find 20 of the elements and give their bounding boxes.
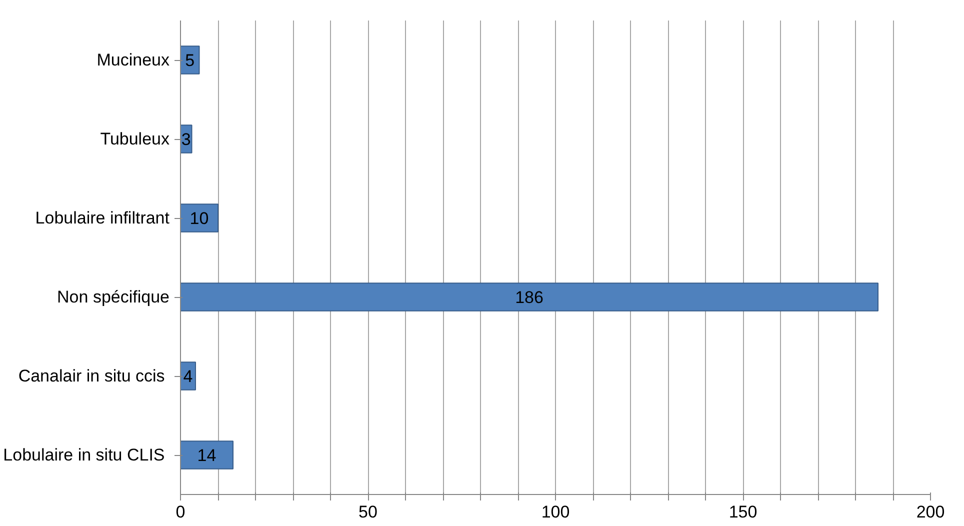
bar — [180, 204, 218, 232]
data-label: 186 — [515, 288, 544, 307]
x-tick-label: 150 — [728, 502, 758, 522]
x-tick-label: 200 — [916, 502, 945, 522]
data-label: 14 — [197, 446, 216, 465]
y-tick-label: Non spécifique — [57, 288, 170, 306]
data-label: 5 — [185, 51, 195, 70]
y-tick-label: Canalair in situ ccis — [18, 366, 165, 386]
bar — [180, 282, 878, 312]
x-tick-label: 50 — [358, 502, 378, 522]
x-tick-label: 0 — [176, 502, 186, 522]
y-tick-label: Lobulaire infiltrant — [35, 208, 170, 228]
data-label: 3 — [181, 130, 191, 149]
bar — [180, 440, 234, 470]
data-label: 10 — [190, 209, 209, 228]
y-tick-label: Mucineux — [96, 50, 170, 70]
data-label: 4 — [183, 367, 193, 386]
y-tick-label: Tubuleux — [100, 130, 170, 148]
x-tick-label: 100 — [541, 502, 570, 522]
y-tick-label: Lobulaire in situ CLIS — [3, 446, 165, 464]
